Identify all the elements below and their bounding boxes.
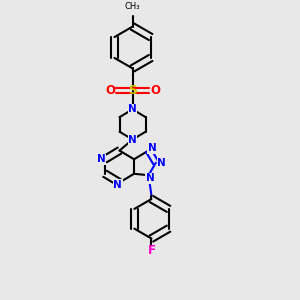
- Text: N: N: [148, 143, 156, 153]
- Text: O: O: [105, 84, 115, 97]
- Text: N: N: [146, 173, 155, 183]
- Text: N: N: [128, 134, 137, 145]
- Text: CH₃: CH₃: [125, 2, 140, 11]
- Text: N: N: [113, 180, 122, 190]
- Text: N: N: [97, 154, 106, 164]
- Text: S: S: [128, 84, 137, 97]
- Text: O: O: [150, 84, 160, 97]
- Text: N: N: [128, 104, 137, 114]
- Text: N: N: [157, 158, 166, 168]
- Text: F: F: [148, 244, 155, 257]
